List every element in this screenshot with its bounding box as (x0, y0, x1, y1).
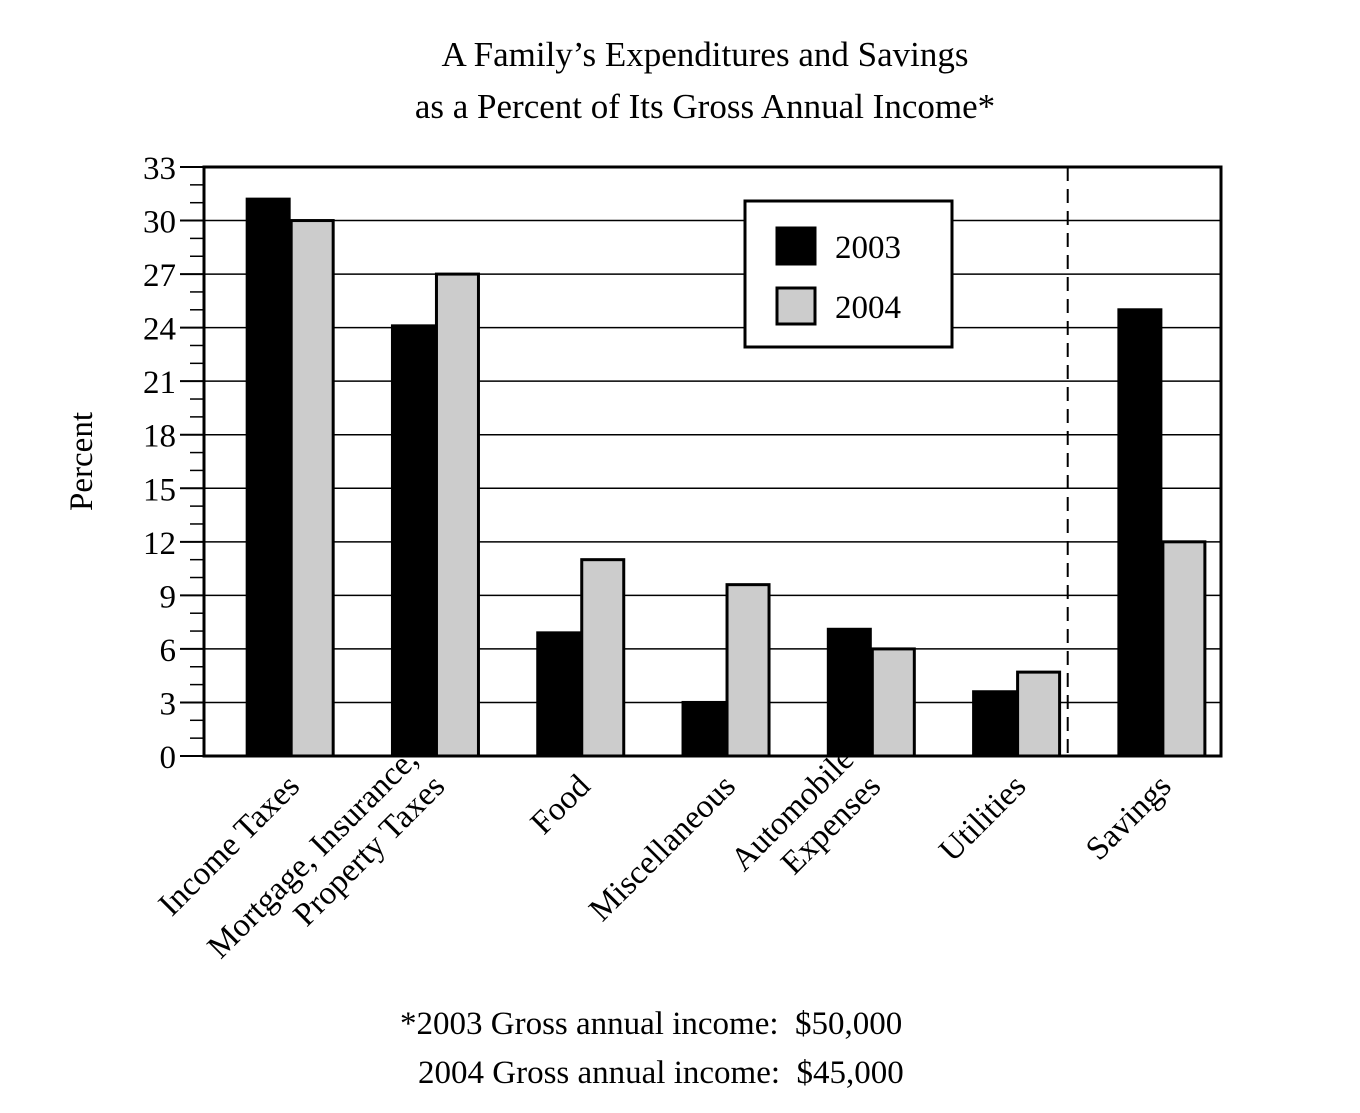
bar-2003-4 (826, 627, 872, 758)
bar-2003-2 (536, 631, 582, 758)
bar-2004-3 (725, 583, 771, 758)
y-axis-label: Percent (64, 412, 100, 511)
bar-2004-6 (1161, 540, 1207, 758)
bar-2004-4 (870, 647, 916, 758)
bar-2004-5 (1016, 670, 1062, 758)
y-tick-label: 33 (143, 151, 176, 187)
bar-2004-2 (580, 558, 626, 758)
legend-box (743, 199, 954, 349)
legend-label-2004: 2004 (835, 290, 901, 326)
bar-2003-6 (1117, 308, 1163, 758)
y-tick-label: 9 (160, 579, 177, 615)
legend-label-2003: 2003 (835, 230, 901, 266)
y-tick-label: 30 (143, 205, 176, 241)
y-tick-label: 24 (143, 312, 176, 348)
bar-2004-0 (289, 219, 335, 758)
y-tick-label: 3 (160, 686, 177, 722)
legend-swatch-2003 (775, 226, 817, 266)
y-tick-label: 0 (160, 740, 177, 776)
x-tick-label-6-0: Savings (1079, 768, 1178, 867)
bar-2004-1 (434, 272, 480, 758)
bar-2003-3 (681, 700, 727, 758)
y-tick-label: 15 (143, 472, 176, 508)
x-tick-label-3-0: Miscellaneous (582, 768, 742, 928)
chart-title-line-2: as a Percent of Its Gross Annual Income* (415, 87, 995, 126)
bar-2003-5 (972, 690, 1018, 758)
bar-2003-1 (390, 324, 436, 758)
y-tick-label: 18 (143, 419, 176, 455)
legend-swatch-2004 (775, 286, 817, 326)
x-tick-label-5-0: Utilities (933, 768, 1034, 869)
y-tick-label: 21 (143, 365, 176, 401)
footnote-2003-income: *2003 Gross annual income: $50,000 (400, 1006, 903, 1042)
y-tick-label: 6 (160, 633, 177, 669)
footnote-2004-income: 2004 Gross annual income: $45,000 (418, 1055, 904, 1091)
y-tick-label: 27 (143, 258, 176, 294)
chart-title-line-1: A Family’s Expenditures and Savings (442, 35, 969, 74)
y-tick-label: 12 (143, 526, 176, 562)
bar-2003-0 (245, 197, 291, 758)
plot-frame (202, 165, 1223, 758)
x-tick-label-2-0: Food (524, 768, 598, 842)
